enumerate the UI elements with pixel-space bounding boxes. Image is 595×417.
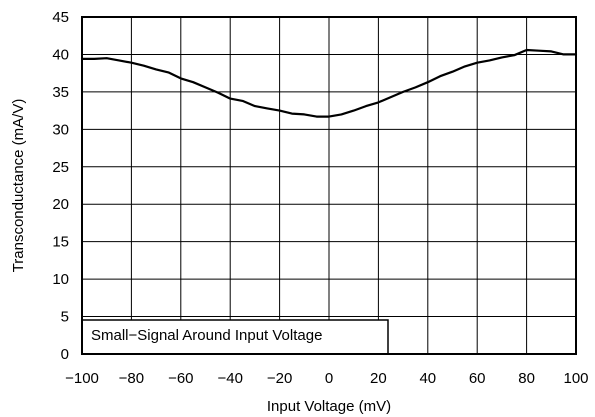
y-tick-label: 30 <box>52 121 69 138</box>
x-axis-title: Input Voltage (mV) <box>267 398 391 415</box>
y-tick-label: 10 <box>52 271 69 288</box>
y-axis-title: Transconductance (mA/V) <box>10 99 27 273</box>
y-tick-label: 25 <box>52 159 69 176</box>
annotation-text: Small−Signal Around Input Voltage <box>91 327 322 344</box>
annotation-box <box>81 319 389 355</box>
x-tick-label: 80 <box>518 370 535 387</box>
x-tick-label: −40 <box>217 370 242 387</box>
x-tick-label: 40 <box>419 370 436 387</box>
x-tick-label: −80 <box>119 370 144 387</box>
y-tick-label: 35 <box>52 84 69 101</box>
x-tick-label: 100 <box>563 370 588 387</box>
y-tick-label: 0 <box>61 346 69 363</box>
y-tick-label: 5 <box>61 309 69 326</box>
x-tick-label: 0 <box>325 370 333 387</box>
y-tick-label: 40 <box>52 46 69 63</box>
series-layer <box>80 48 578 118</box>
x-tick-label: −60 <box>168 370 193 387</box>
y-tick-labels: 0 5 10 15 20 25 30 35 40 45 <box>52 9 69 363</box>
x-tick-label: 20 <box>370 370 387 387</box>
annotation: Small−Signal Around Input Voltage <box>81 319 389 355</box>
series-line <box>80 48 578 118</box>
x-tick-labels: −100 −80 −60 −40 −20 0 20 40 60 80 100 <box>65 370 588 387</box>
grid-lines <box>82 17 576 354</box>
x-tick-label: −20 <box>267 370 292 387</box>
y-tick-label: 45 <box>52 9 69 26</box>
x-tick-label: −100 <box>65 370 99 387</box>
y-tick-label: 20 <box>52 196 69 213</box>
plot-frame <box>81 16 577 355</box>
y-tick-label: 15 <box>52 234 69 251</box>
x-tick-label: 60 <box>469 370 486 387</box>
